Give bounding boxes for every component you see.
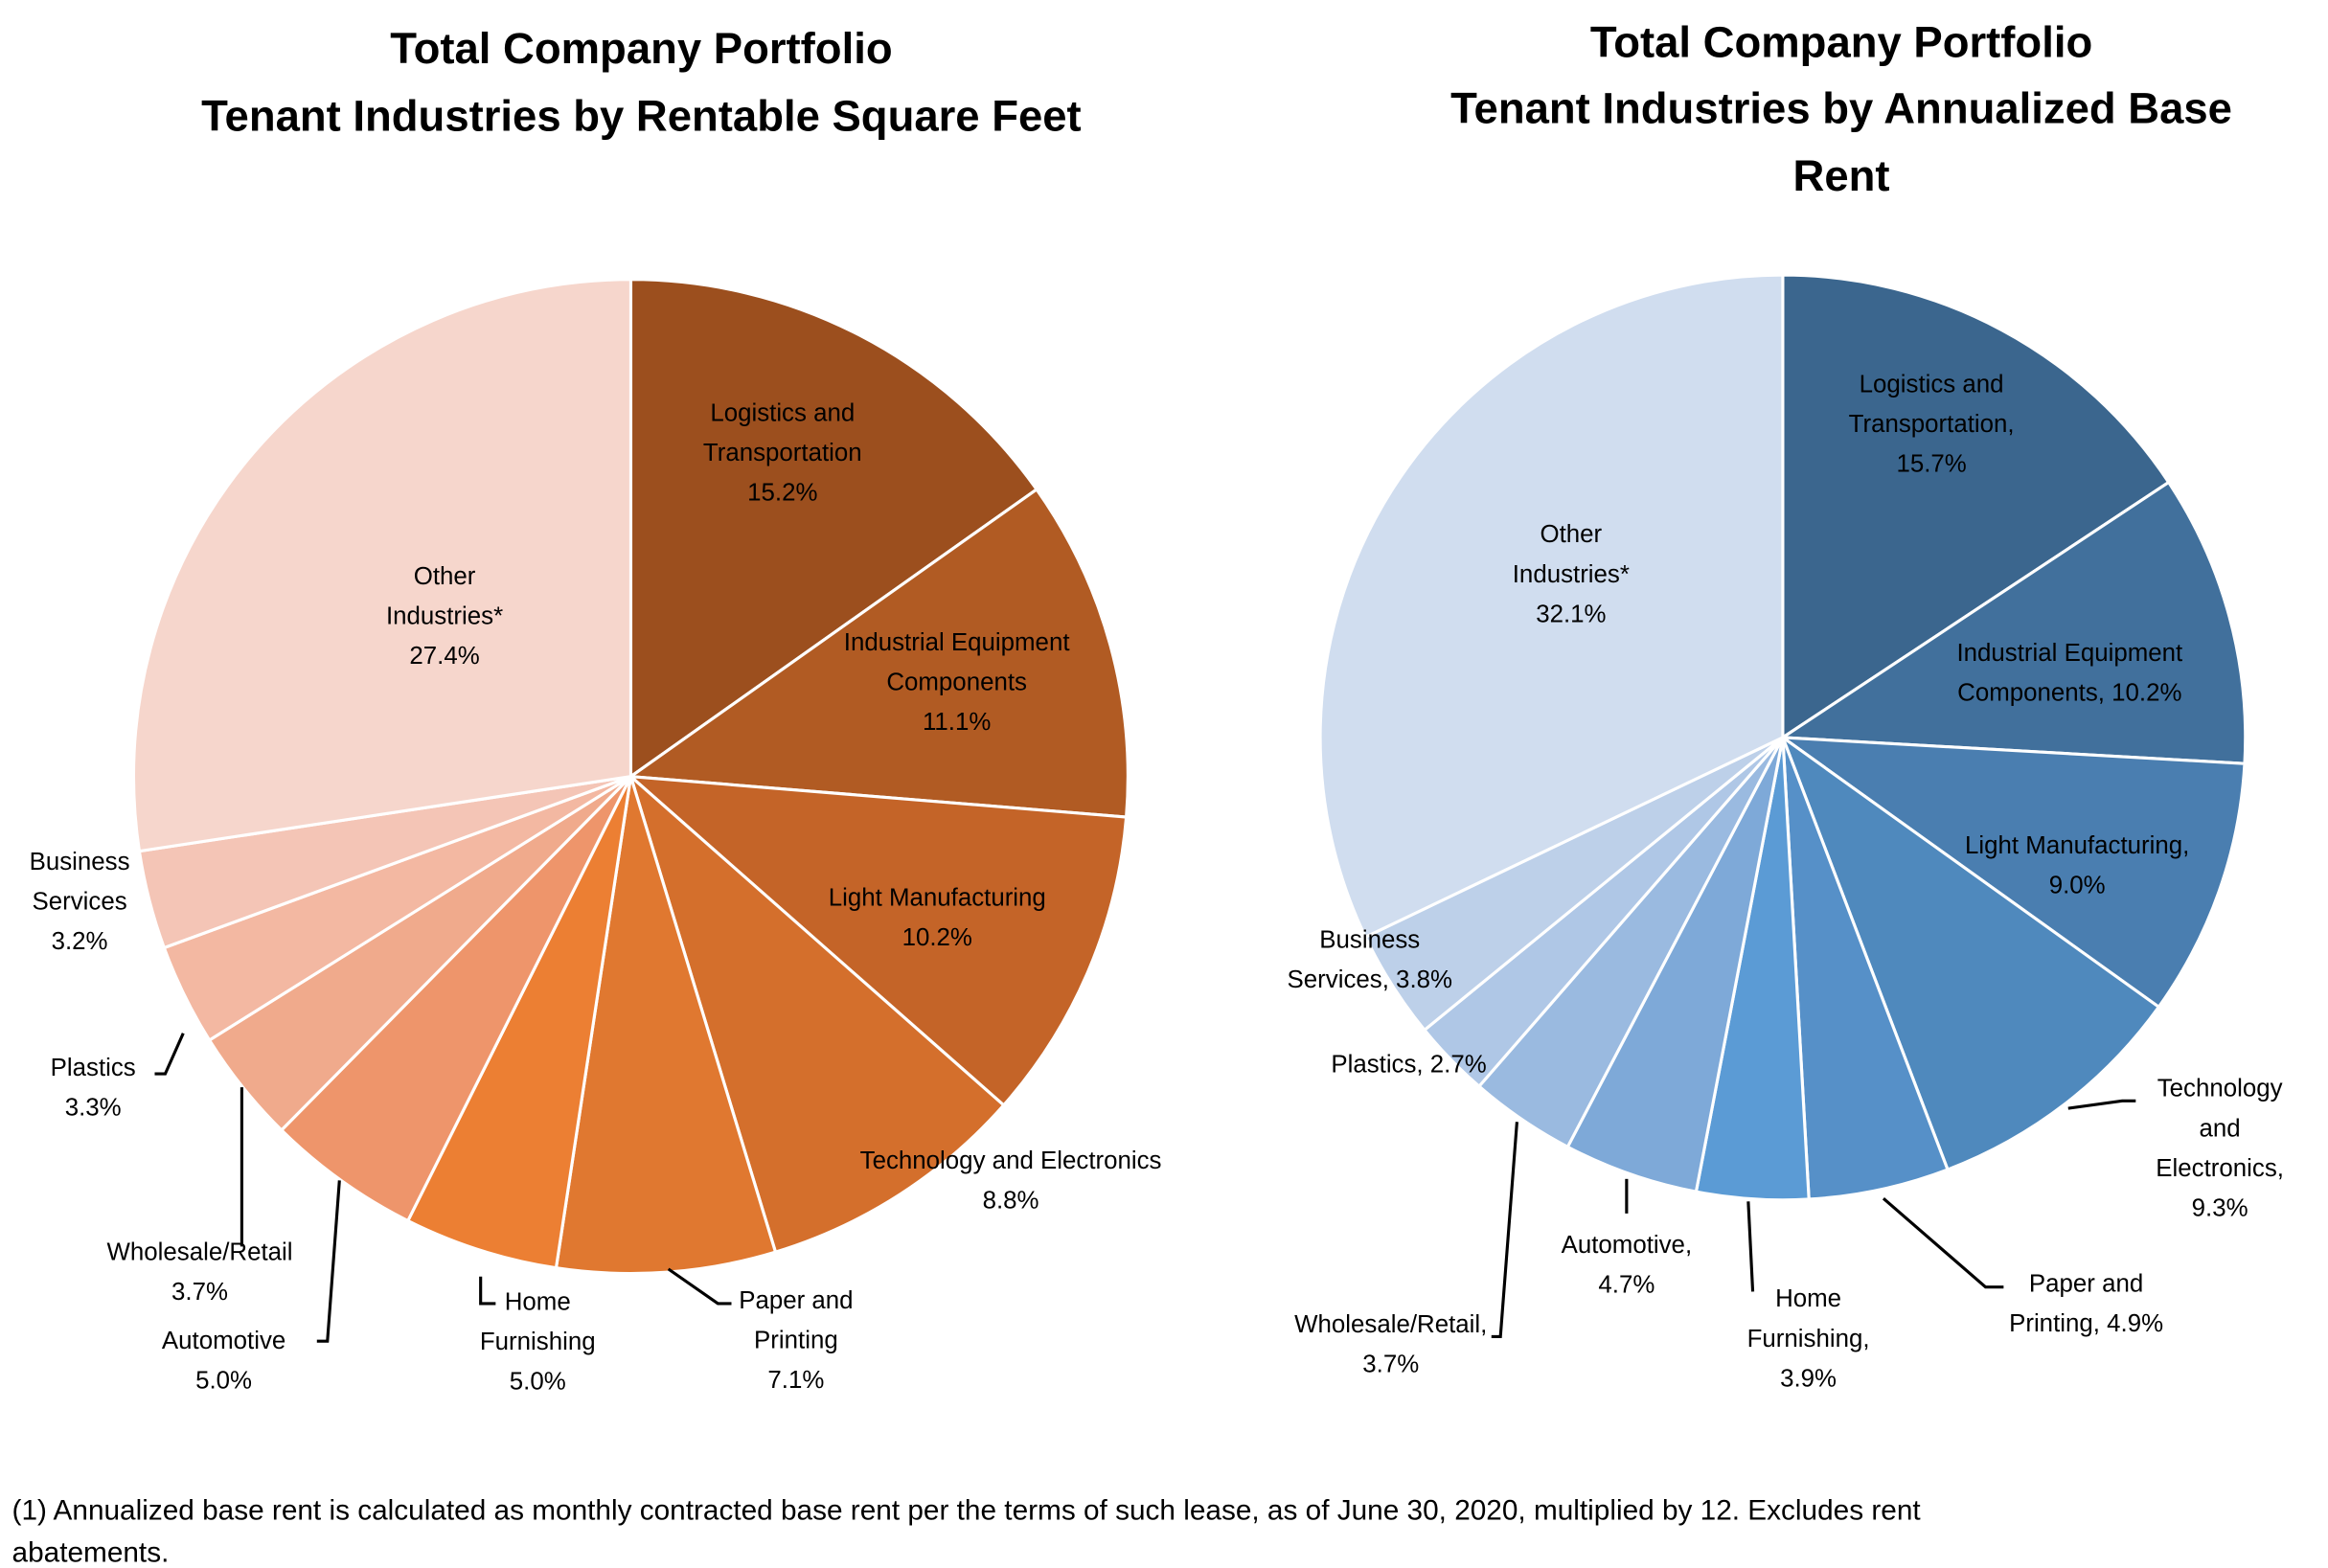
pie-chart-2: Total Company Portfolio Tenant Industries… <box>1288 18 2284 1393</box>
data-label: Home <box>1775 1285 1841 1312</box>
data-label: Wholesale/Retail, <box>1294 1311 1487 1338</box>
data-label: Plastics <box>51 1055 136 1081</box>
data-label: 3.3% <box>65 1094 122 1121</box>
leader-line <box>154 1033 185 1076</box>
data-label: Other <box>414 563 476 590</box>
leader-line <box>667 1267 732 1306</box>
leader-line <box>316 1180 341 1343</box>
data-label: Industries* <box>1513 561 1630 588</box>
data-label: Components <box>886 670 1027 696</box>
data-label: Technology and Electronics <box>860 1148 1162 1174</box>
pie-slice-light-manufacturing <box>1777 736 2247 1010</box>
data-label: 5.0% <box>510 1368 566 1395</box>
chart-title-line: Tenant Industries by Annualized Base <box>1450 84 2232 133</box>
pie-slice-technology-and-electronics <box>1779 733 2161 1172</box>
data-label: Printing, 4.9% <box>2009 1310 2163 1337</box>
footnote-line-1: (1) Annualized base rent is calculated a… <box>12 1495 1922 1527</box>
data-label: Transportation <box>703 440 862 466</box>
pie-slice-industrial-equipment-components <box>627 487 1130 819</box>
data-label: Printing <box>754 1327 838 1353</box>
pie-slice-light-manufacturing <box>626 774 1129 1108</box>
data-label: Electronics, <box>2156 1155 2284 1182</box>
data-label: Logistics and <box>1860 371 2004 398</box>
pie-slice-technology-and-electronics <box>628 771 1006 1255</box>
leader-line <box>1882 1197 2004 1289</box>
pie-slice-other-industries <box>1318 273 1785 940</box>
data-label: 11.1% <box>923 709 991 736</box>
data-label: Technology <box>2157 1076 2283 1102</box>
data-label: and <box>2200 1115 2241 1142</box>
data-label: 15.7% <box>1896 451 1966 478</box>
data-label: Transportation, <box>1849 411 2015 438</box>
data-label: Furnishing <box>480 1329 596 1355</box>
data-label: Industrial Equipment <box>1956 640 2182 667</box>
data-label: 3.9% <box>1780 1365 1837 1392</box>
data-label: 7.1% <box>767 1367 824 1394</box>
data-label: 5.0% <box>195 1368 252 1395</box>
pie-chart-1: Total Company Portfolio Tenant Industries… <box>30 24 1162 1396</box>
footnote: (1) Annualized base rent is calculated a… <box>12 1495 1922 1568</box>
data-label: Business <box>30 849 130 875</box>
data-label: Business <box>1319 927 1420 954</box>
pie-slice-logistics-and-transportation <box>1781 273 2171 740</box>
pie-slice-industrial-equipment-components <box>1778 480 2248 765</box>
data-label: 4.7% <box>1598 1271 1655 1298</box>
data-label: 27.4% <box>409 643 479 670</box>
data-label: Paper and <box>739 1287 853 1314</box>
data-label: Paper and <box>2029 1271 2143 1298</box>
data-label: Automotive, <box>1562 1232 1693 1259</box>
leader-line <box>1491 1122 1518 1338</box>
pie-slice-logistics-and-transportation <box>628 278 1039 780</box>
data-label: 3.7% <box>1362 1351 1419 1377</box>
data-label: Services <box>33 889 127 916</box>
data-label: Logistics and <box>710 399 855 426</box>
data-label: 8.8% <box>983 1188 1039 1215</box>
leader-line <box>2067 1099 2136 1110</box>
leader-line <box>1746 1201 1755 1292</box>
chart-title-line: Total Company Portfolio <box>390 24 892 73</box>
data-label: Plastics, 2.7% <box>1331 1052 1486 1079</box>
data-label: 10.2% <box>902 924 972 951</box>
data-label: 32.1% <box>1536 601 1606 627</box>
data-label: 9.3% <box>2192 1194 2248 1221</box>
data-label: Industries* <box>386 603 503 630</box>
chart-title-line: Tenant Industries by Rentable Square Fee… <box>201 91 1082 140</box>
chart-title-line: Total Company Portfolio <box>1590 18 2092 67</box>
data-label: 15.2% <box>747 479 817 506</box>
data-label: Home <box>505 1288 571 1315</box>
data-label: Furnishing, <box>1747 1326 1870 1352</box>
pie-slice-automotive <box>279 775 632 1223</box>
pie-slice-other-industries <box>131 278 633 853</box>
data-label: Light Manufacturing, <box>1965 832 2189 859</box>
data-label: Components, 10.2% <box>1957 680 2181 707</box>
data-label: 3.2% <box>52 928 108 955</box>
data-label: Other <box>1541 521 1603 548</box>
footnote-line-2: abatements. <box>12 1537 170 1568</box>
data-label: Light Manufacturing <box>829 885 1046 912</box>
data-label: Industrial Equipment <box>844 629 1070 656</box>
data-label: 9.0% <box>2049 872 2106 898</box>
pie-slice-paper-and-printing <box>1781 737 1951 1201</box>
data-label: 3.7% <box>171 1279 228 1306</box>
data-label: Wholesale/Retail <box>106 1239 292 1266</box>
data-label: Automotive <box>162 1328 285 1354</box>
chart-title-line: Rent <box>1793 151 1890 200</box>
leader-line <box>479 1276 496 1306</box>
data-label: Services, 3.8% <box>1288 966 1452 993</box>
pie-slice-paper-and-printing <box>554 776 778 1276</box>
pie-slice-home-furnishing <box>405 775 633 1270</box>
